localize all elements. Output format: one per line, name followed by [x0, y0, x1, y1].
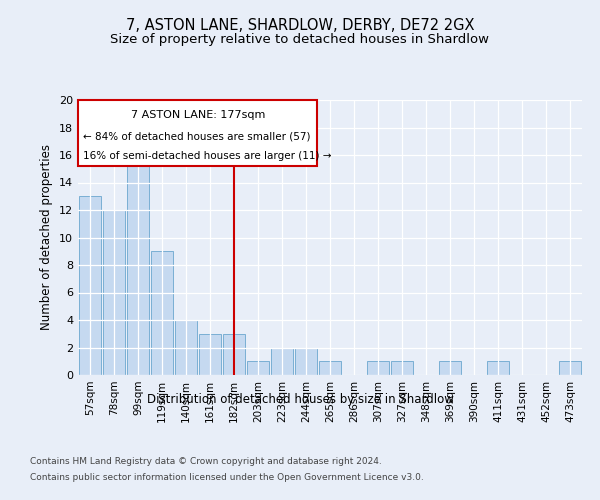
Text: Contains public sector information licensed under the Open Government Licence v3: Contains public sector information licen… — [30, 472, 424, 482]
Text: 7 ASTON LANE: 177sqm: 7 ASTON LANE: 177sqm — [131, 110, 265, 120]
Bar — [439, 361, 461, 375]
Bar — [151, 251, 173, 375]
Bar — [199, 334, 221, 375]
Bar — [247, 361, 269, 375]
Text: 16% of semi-detached houses are larger (11) →: 16% of semi-detached houses are larger (… — [83, 151, 332, 161]
Bar — [79, 196, 101, 375]
Y-axis label: Number of detached properties: Number of detached properties — [40, 144, 53, 330]
Bar — [271, 348, 293, 375]
Text: Contains HM Land Registry data © Crown copyright and database right 2024.: Contains HM Land Registry data © Crown c… — [30, 458, 382, 466]
Bar — [367, 361, 389, 375]
FancyBboxPatch shape — [78, 100, 317, 166]
Bar — [295, 348, 317, 375]
Bar — [391, 361, 413, 375]
Text: ← 84% of detached houses are smaller (57): ← 84% of detached houses are smaller (57… — [83, 132, 311, 141]
Bar — [559, 361, 581, 375]
Text: Distribution of detached houses by size in Shardlow: Distribution of detached houses by size … — [146, 392, 454, 406]
Bar — [127, 141, 149, 375]
Bar — [319, 361, 341, 375]
Bar — [487, 361, 509, 375]
Bar — [223, 334, 245, 375]
Bar — [175, 320, 197, 375]
Text: Size of property relative to detached houses in Shardlow: Size of property relative to detached ho… — [110, 32, 490, 46]
Bar — [103, 210, 125, 375]
Text: 7, ASTON LANE, SHARDLOW, DERBY, DE72 2GX: 7, ASTON LANE, SHARDLOW, DERBY, DE72 2GX — [126, 18, 474, 32]
